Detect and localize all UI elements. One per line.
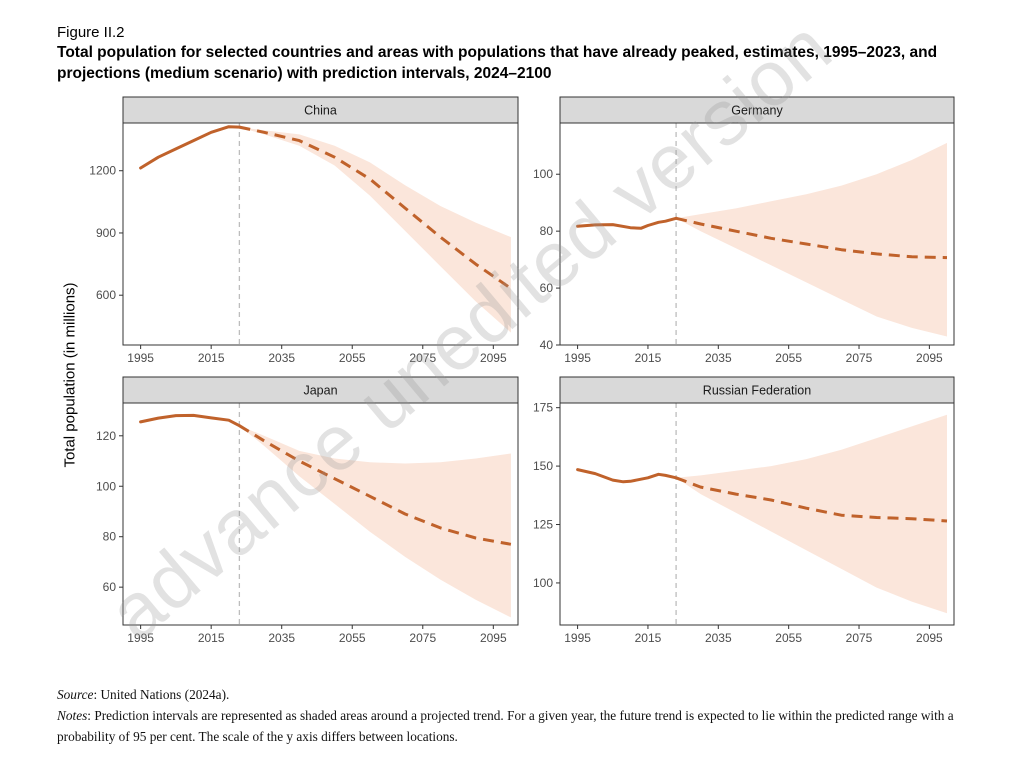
panel-title: Japan: [303, 384, 337, 398]
estimates-line: [139, 413, 241, 428]
prediction-interval-band: [239, 127, 511, 333]
x-tick-label: 2095: [480, 631, 507, 645]
y-tick-label: 175: [533, 401, 553, 415]
panel-china: China 1995 2015 2035 2055 2075 2095 600 900 1200: [89, 96, 519, 365]
y-tick-label: 100: [533, 167, 553, 181]
prediction-interval-band: [676, 414, 947, 614]
x-tick-label: 2035: [268, 351, 295, 365]
panel-title: Germany: [731, 104, 783, 118]
plot-marks: [139, 123, 512, 345]
y-tick-label: 60: [103, 580, 117, 594]
x-tick-label: 2035: [705, 351, 732, 365]
x-tick-label: 2055: [775, 631, 802, 645]
source-label: Source: [57, 687, 94, 702]
panel-title: Russian Federation: [703, 384, 811, 398]
x-tick-label: 2035: [268, 631, 295, 645]
projection-line: [675, 476, 948, 523]
projection-line: [239, 125, 512, 290]
y-tick-label: 125: [533, 518, 553, 532]
y-tick-label: 100: [96, 479, 116, 493]
x-tick-label: 2055: [339, 631, 366, 645]
x-tick-label: 2015: [635, 631, 662, 645]
notes-text: : Prediction intervals are represented a…: [57, 708, 954, 744]
source-note: Source: United Nations (2024a).: [57, 684, 977, 705]
x-tick-label: 2075: [409, 351, 436, 365]
plot-border: [559, 122, 955, 346]
y-tick-label: 100: [533, 576, 553, 590]
y-tick-label: 60: [540, 281, 554, 295]
plot-border: [122, 122, 519, 346]
figure-title: Total population for selected countries …: [57, 44, 938, 82]
source-text: : United Nations (2024a).: [93, 687, 230, 702]
panel-germany: Germany 1995 2015 2035 2055 2075 2095 40 60 80 100: [533, 96, 955, 365]
x-tick-label: 2095: [916, 631, 943, 645]
x-tick-label: 2055: [775, 351, 802, 365]
x-tick-label: 2035: [705, 631, 732, 645]
projection-line: [675, 216, 948, 260]
y-tick-label: 900: [96, 226, 116, 240]
x-tick-label: 2015: [635, 351, 662, 365]
y-tick-label: 40: [540, 338, 554, 352]
plot-marks: [139, 403, 512, 625]
y-tick-label: 150: [533, 459, 553, 473]
y-tick-label: 120: [96, 429, 116, 443]
x-tick-label: 2015: [198, 351, 225, 365]
x-tick-label: 2095: [480, 351, 507, 365]
x-tick-label: 2095: [916, 351, 943, 365]
prediction-interval-band: [239, 425, 511, 618]
plot-border: [559, 402, 955, 626]
x-tick-label: 2075: [846, 351, 873, 365]
panel-russian-federation: Russian Federation 1995 2015 2035 2055 2075 20…: [533, 376, 955, 645]
x-tick-label: 2075: [846, 631, 873, 645]
panel-title: China: [304, 104, 337, 118]
y-tick-label: 80: [103, 530, 117, 544]
x-tick-label: 1995: [127, 351, 154, 365]
y-tick-label: 80: [540, 224, 554, 238]
figure-footer: Source: United Nations (2024a). Notes: P…: [57, 684, 977, 747]
panel-strip: [122, 96, 519, 124]
estimates-line: [576, 216, 678, 230]
chart-grid: China 1995 2015 2035 2055 2075 2095 600 900 1200 G…: [89, 96, 955, 645]
x-tick-label: 2015: [198, 631, 225, 645]
x-tick-label: 1995: [127, 631, 154, 645]
panel-strip: [122, 376, 519, 404]
estimates-line: [139, 125, 241, 170]
prediction-interval-band: [676, 142, 947, 337]
x-tick-label: 1995: [564, 351, 591, 365]
x-tick-label: 2055: [339, 351, 366, 365]
plot-border: [122, 402, 519, 626]
notes: Notes: Prediction intervals are represen…: [57, 705, 977, 747]
estimates-line: [576, 468, 678, 484]
y-tick-label: 600: [96, 288, 116, 302]
projection-line: [238, 424, 512, 546]
notes-label: Notes: [57, 708, 88, 723]
x-tick-label: 1995: [564, 631, 591, 645]
y-tick-label: 1200: [89, 164, 116, 178]
panel-japan: Japan 1995 2015 2035 2055 2075 2095 60 80 100 120: [96, 376, 519, 645]
x-tick-label: 2075: [409, 631, 436, 645]
figure-label: Figure II.2: [57, 24, 125, 41]
plot-marks: [576, 403, 948, 625]
plot-marks: [576, 123, 948, 345]
panel-strip: [559, 376, 955, 404]
